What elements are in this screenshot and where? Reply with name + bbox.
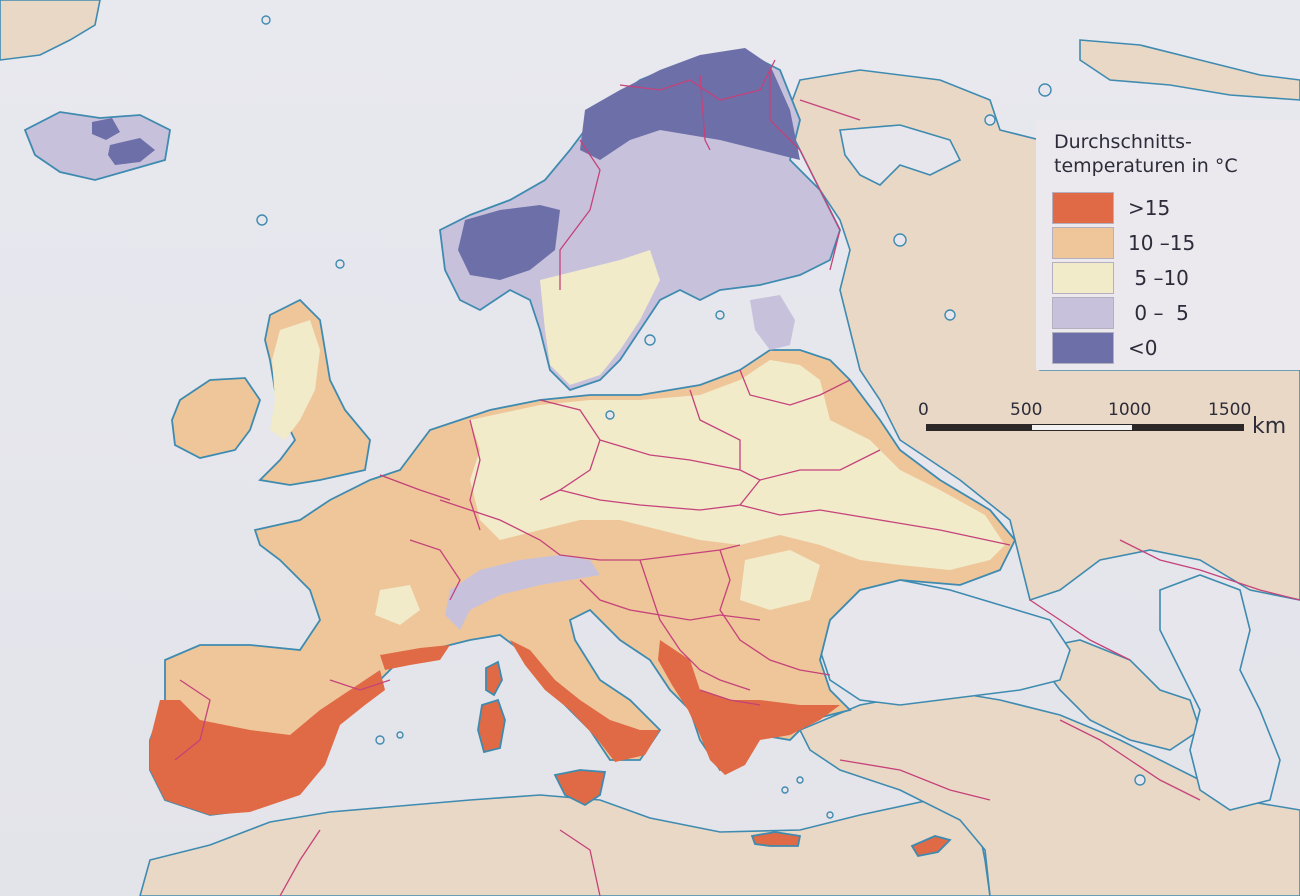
cyprus: [910, 835, 952, 858]
middle-east-landmass: [798, 689, 1300, 896]
zone-below-0: [92, 48, 800, 280]
sardinia: [477, 698, 506, 754]
legend-swatch: [1052, 262, 1114, 294]
legend-swatch: [1052, 227, 1114, 259]
legend-entry: 10 –15: [1052, 227, 1292, 261]
legend-swatch: [1052, 192, 1114, 224]
inland-seas: [819, 124, 1281, 811]
legend-swatch: [1052, 332, 1114, 364]
iceland: [23, 111, 171, 181]
greenland-fragment: [0, 0, 101, 61]
russia-north-arctic: [1079, 39, 1300, 101]
legend-label: 5 –10: [1128, 266, 1189, 290]
white-sea: [839, 124, 962, 186]
caspian-sea: [1159, 574, 1281, 811]
black-sea: [819, 579, 1071, 706]
crete: [750, 831, 802, 847]
sicily: [553, 769, 607, 807]
scale-tick-label: 1500: [1208, 400, 1252, 420]
legend-swatch: [1052, 297, 1114, 329]
legend-title-line-2: temperaturen in °C: [1054, 155, 1238, 177]
scale-tick-label: 1000: [1108, 400, 1152, 420]
legend-label: 10 –15: [1128, 231, 1196, 255]
scale-bar: 0 500 1000 1500 km: [918, 398, 1300, 448]
legend-title: Durchschnitts- temperaturen in °C: [1054, 130, 1238, 178]
legend-title-line-1: Durchschnitts-: [1054, 131, 1192, 153]
scale-bar-segment: [1032, 425, 1132, 430]
scale-tick-label: 0: [918, 400, 929, 420]
legend-entry: 0 – 5: [1052, 297, 1292, 331]
legend-label: 0 – 5: [1128, 301, 1189, 325]
africa-landmass: [139, 794, 991, 896]
country-borders: [174, 59, 1300, 896]
legend-label: <0: [1128, 336, 1158, 360]
scale-unit: km: [1252, 414, 1287, 439]
legend-panel: Durchschnitts- temperaturen in °C >15 10 …: [1036, 120, 1300, 370]
scale-tick-label: 500: [1010, 400, 1043, 420]
zone-above-15: [150, 640, 840, 815]
ireland: [171, 377, 261, 459]
small-islands: [256, 15, 1146, 819]
legend-entry: >15: [1052, 192, 1292, 226]
legend-entry: 5 –10: [1052, 262, 1292, 296]
legend-entry: <0: [1052, 332, 1292, 366]
corsica: [485, 660, 503, 697]
legend-label: >15: [1128, 196, 1171, 220]
zone-5-10: [270, 250, 1005, 625]
zone-0-5: [445, 295, 795, 630]
